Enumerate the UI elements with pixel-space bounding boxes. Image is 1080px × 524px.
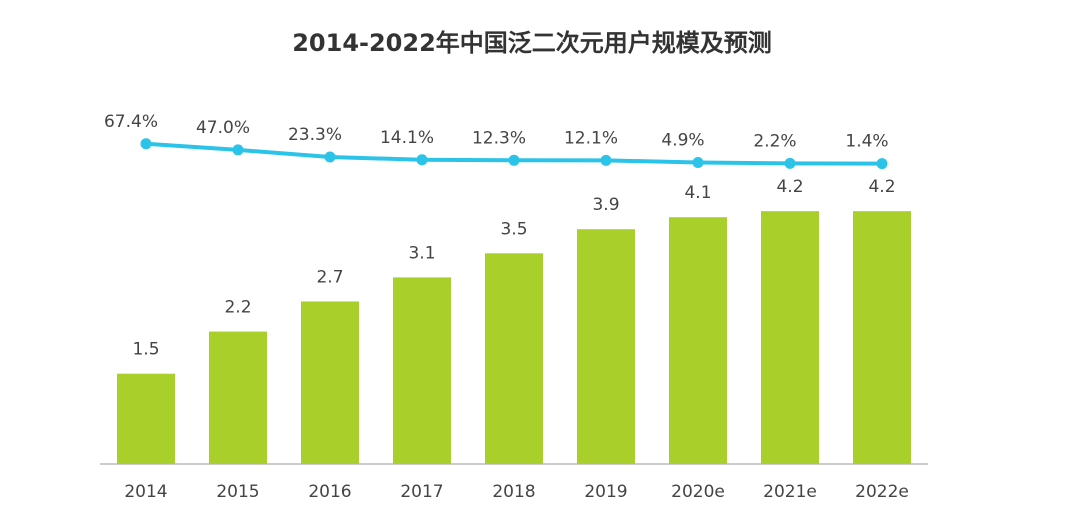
rate-point — [508, 154, 520, 166]
x-tick-label: 2015 — [216, 482, 259, 502]
rate-label: 12.3% — [472, 128, 526, 148]
bar-value-label: 4.2 — [776, 177, 803, 197]
bar — [853, 211, 911, 464]
chart-title: 2014-2022年中国泛二次元用户规模及预测 — [292, 29, 772, 57]
rate-point — [232, 144, 244, 156]
rate-point — [416, 154, 428, 166]
rate-label: 2.2% — [753, 131, 796, 151]
bar-value-label: 2.7 — [316, 267, 343, 287]
rate-point — [784, 157, 796, 169]
bar-value-label: 3.1 — [408, 243, 435, 263]
bar — [577, 229, 635, 464]
x-tick-label: 2022e — [855, 482, 909, 502]
bar — [117, 373, 175, 464]
rate-label: 14.1% — [380, 128, 434, 148]
rate-label: 47.0% — [196, 118, 250, 138]
rate-label: 12.1% — [564, 128, 618, 148]
rate-point — [324, 151, 336, 163]
rate-label: 67.4% — [104, 112, 158, 132]
bar — [761, 211, 819, 464]
bar — [301, 301, 359, 464]
bar-value-label: 3.5 — [500, 219, 527, 239]
x-tick-label: 2021e — [763, 482, 817, 502]
x-tick-label: 2020e — [671, 482, 725, 502]
rate-label: 23.3% — [288, 125, 342, 145]
x-tick-label: 2019 — [584, 482, 627, 502]
rate-label: 1.4% — [845, 132, 888, 152]
rate-point — [692, 157, 704, 169]
bar — [485, 253, 543, 464]
rate-point — [876, 158, 888, 170]
x-tick-label: 2018 — [492, 482, 535, 502]
bar-value-label: 1.5 — [132, 340, 159, 360]
bar — [393, 277, 451, 464]
bar — [669, 217, 727, 464]
bar-value-label: 3.9 — [592, 195, 619, 215]
x-tick-label: 2014 — [124, 482, 167, 502]
rate-point — [140, 138, 152, 150]
rate-point — [600, 154, 612, 166]
bar-value-label: 4.2 — [868, 177, 895, 197]
bar — [209, 331, 267, 464]
bar-value-label: 2.2 — [224, 298, 251, 318]
x-tick-label: 2017 — [400, 482, 443, 502]
x-tick-label: 2016 — [308, 482, 351, 502]
rate-label: 4.9% — [661, 131, 704, 151]
bar-value-label: 4.1 — [684, 183, 711, 203]
